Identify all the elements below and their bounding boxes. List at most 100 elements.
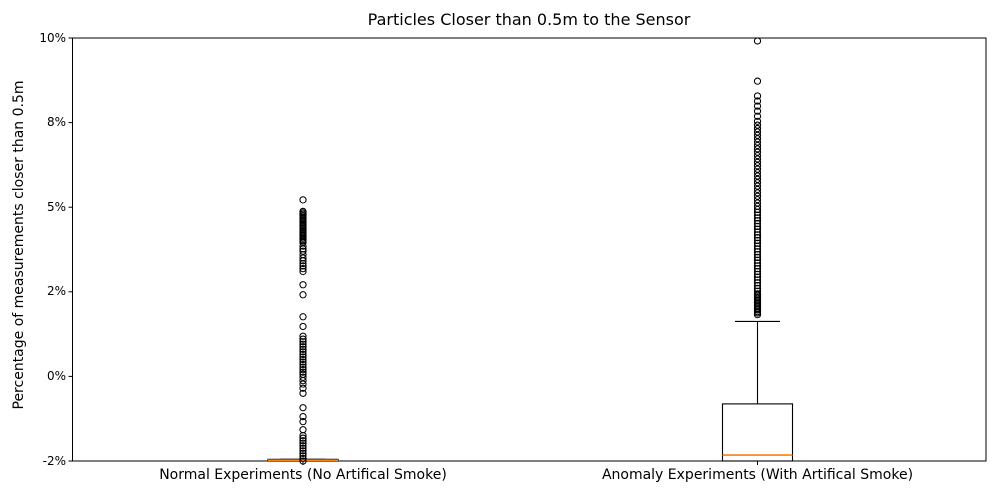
outlier-point (299, 355, 307, 364)
outlier-point (299, 291, 307, 299)
outlier-point (299, 242, 307, 250)
outlier-point (299, 350, 307, 359)
outlier-point (299, 380, 307, 388)
outlier-point (753, 228, 762, 236)
outlier-point (299, 340, 307, 348)
outlier-point (753, 281, 762, 290)
outlier-point (753, 112, 762, 120)
outlier-point (299, 449, 307, 458)
outlier-point (299, 345, 307, 353)
outlier-point (753, 172, 762, 180)
outlier-point (299, 373, 307, 381)
outlier-point (753, 219, 762, 228)
outlier-point (753, 162, 762, 170)
outlier-point (753, 124, 762, 133)
outlier-point (753, 284, 762, 293)
outlier-point (753, 37, 762, 45)
outlier-point (753, 225, 762, 233)
outlier-point (753, 117, 762, 125)
outlier-point (753, 242, 762, 250)
y-tick-label: 0% (46, 368, 66, 383)
outlier-point (753, 97, 762, 105)
outlier-point (753, 185, 762, 194)
outlier-point (299, 360, 307, 369)
outlier-point (753, 138, 762, 146)
x-tick-label-normal: Normal Experiments (No Artifical Smoke) (159, 467, 447, 483)
outlier-point (753, 92, 762, 100)
outlier-point (299, 262, 307, 270)
outlier-point (299, 377, 307, 385)
outlier-point (753, 182, 762, 190)
outlier-point (753, 131, 762, 139)
outlier-point (753, 151, 762, 160)
outlier-point (753, 234, 762, 242)
outlier-point (753, 121, 762, 129)
outlier-point (753, 158, 762, 166)
outlier-point (753, 168, 762, 177)
outlier-point (753, 128, 762, 136)
outlier-point (299, 439, 307, 447)
outlier-point (299, 332, 307, 340)
outlier-point (299, 404, 307, 412)
outlier-point (753, 165, 762, 173)
outlier-point (753, 250, 762, 259)
y-tick-label: -2% (42, 453, 66, 468)
outlier-point (299, 348, 307, 356)
outlier-point (753, 262, 762, 270)
outlier-point (753, 107, 762, 115)
outlier-point (753, 102, 762, 110)
outlier-point (753, 155, 762, 163)
outlier-point (299, 353, 307, 361)
outlier-point (753, 270, 762, 278)
x-tick-label-anomaly: Anomaly Experiments (With Artifical Smok… (601, 467, 914, 483)
outlier-point (753, 245, 762, 253)
outlier-point (753, 279, 762, 287)
outlier-point (753, 175, 762, 183)
outlier-point (299, 265, 307, 273)
y-tick-label: 5% (46, 199, 66, 214)
outlier-point (753, 236, 762, 245)
box (721, 403, 794, 462)
outlier-point (753, 231, 762, 239)
outlier-point (753, 145, 762, 153)
outlier-point (299, 447, 307, 455)
outlier-point (299, 363, 307, 371)
outlier-point (299, 384, 307, 392)
outlier-point (753, 222, 762, 231)
y-tick-label: 8% (46, 115, 66, 130)
outlier-point (753, 256, 762, 264)
outlier-point (299, 343, 307, 351)
y-tick-label: 10% (39, 30, 66, 45)
outlier-point (753, 205, 762, 214)
outlier-point (299, 426, 307, 434)
outlier-point (753, 259, 762, 267)
outlier-point (299, 454, 307, 463)
outlier-point (753, 208, 762, 216)
outlier-point (753, 265, 762, 273)
outlier-point (753, 287, 762, 295)
outlier-point (753, 214, 762, 222)
outlier-point (299, 257, 307, 265)
outlier-point (299, 338, 307, 346)
outlier-point (753, 253, 762, 262)
outlier-point (753, 195, 762, 204)
outlier-point (753, 267, 762, 276)
outlier-point (299, 442, 307, 450)
outlier-point (753, 276, 762, 284)
outlier-point (753, 148, 762, 156)
outlier-point (753, 179, 762, 187)
outlier-point (299, 452, 307, 460)
outlier-point (299, 335, 307, 343)
outlier-point (299, 457, 307, 465)
outlier-point (299, 267, 307, 276)
outlier-point (299, 313, 307, 321)
outlier-point (753, 189, 762, 197)
outlier-point (299, 412, 307, 421)
outlier-point (299, 389, 307, 397)
outlier-point (299, 431, 307, 440)
outlier-point (299, 437, 307, 445)
outlier-point (753, 217, 762, 225)
outlier-point (753, 248, 762, 256)
outlier-point (299, 368, 307, 376)
